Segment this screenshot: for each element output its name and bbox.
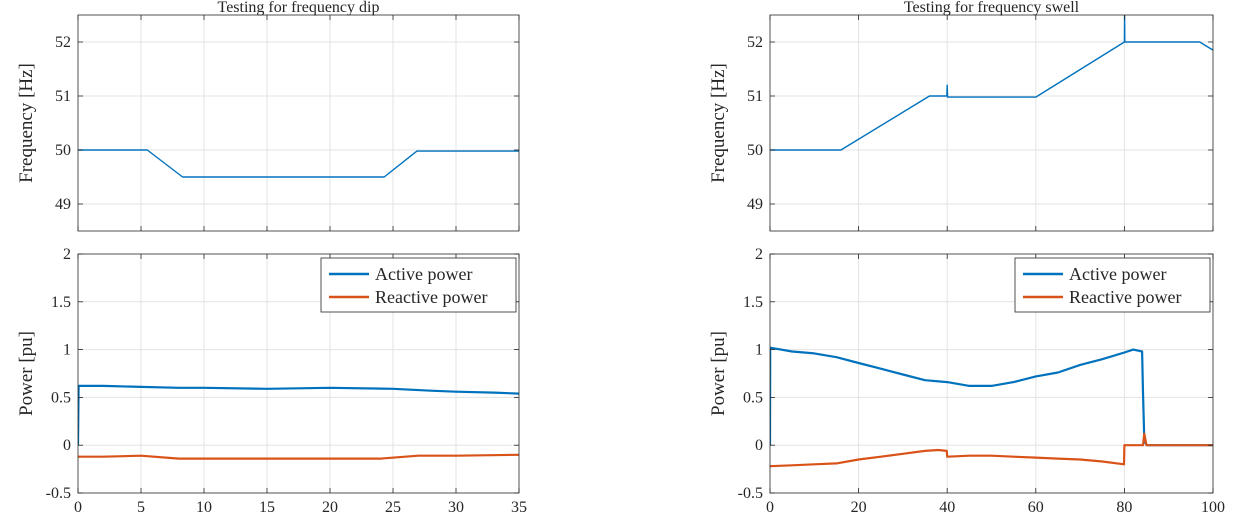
y-tick-label: 0: [63, 437, 71, 454]
series-line-reactive-power: [78, 453, 519, 460]
x-tick-label: 0: [766, 499, 774, 515]
legend: Active power Reactive power: [1014, 257, 1211, 313]
legend-label: Active power: [375, 264, 472, 284]
y-tick-label: 1: [63, 342, 71, 359]
legend-box: [1014, 257, 1211, 313]
y-tick-label: 0.5: [743, 389, 763, 406]
x-tick-label: 10: [196, 499, 212, 515]
y-tick-label: 52: [55, 34, 71, 51]
y-tick-label: 0.5: [51, 389, 71, 406]
series-line-frequency: [78, 149, 519, 178]
x-tick-label: 35: [511, 499, 527, 515]
y-axis-label: Frequency [Hz]: [16, 63, 37, 183]
x-tick-label: 25: [385, 499, 401, 515]
y-tick-label: -0.5: [46, 485, 71, 502]
legend-box: [320, 257, 517, 313]
x-tick-label: 40: [939, 499, 955, 515]
x-tick-label: 30: [448, 499, 464, 515]
y-tick-label: 50: [747, 142, 763, 159]
x-tick-label: 20: [851, 499, 867, 515]
legend: Active power Reactive power: [320, 257, 517, 313]
y-tick-label: 2: [63, 246, 71, 263]
y-axis-label: Power [pu]: [16, 331, 37, 416]
x-tick-label: 20: [322, 499, 338, 515]
y-tick-label: 2: [755, 246, 763, 263]
y-tick-label: 49: [747, 196, 763, 213]
axes-box: [769, 14, 1214, 232]
chart-title: Testing for frequency dip: [218, 0, 380, 16]
x-tick-label: 80: [1116, 499, 1132, 515]
y-tick-label: 49: [55, 196, 71, 213]
x-tick-label: 0: [74, 499, 82, 515]
series-line-active-power: [78, 384, 519, 446]
chart-title: Testing for frequency swell: [904, 0, 1080, 16]
axes-box: [77, 14, 520, 232]
x-tick-label: 5: [137, 499, 145, 515]
chart-panel-1: 49 50 51 52 Testing for frequency dip Frequen…: [16, 0, 520, 232]
y-tick-label: 1.5: [51, 294, 71, 311]
axes-box: [77, 253, 520, 494]
plot-area: [78, 15, 519, 231]
axes-box: [769, 253, 1214, 494]
x-tick-label: 100: [1201, 499, 1225, 515]
y-axis-label: Power [pu]: [708, 331, 729, 416]
series-line-active-power: [770, 346, 1213, 447]
y-tick-label: 51: [55, 88, 71, 105]
y-tick-label: -0.5: [738, 485, 763, 502]
legend-label: Reactive power: [1069, 287, 1181, 307]
y-axis-label: Frequency [Hz]: [708, 63, 729, 183]
y-tick-label: 50: [55, 142, 71, 159]
legend-label: Reactive power: [375, 287, 487, 307]
y-tick-label: 0: [755, 437, 763, 454]
x-tick-label: 15: [259, 499, 275, 515]
y-tick-label: 1: [755, 342, 763, 359]
legend-label: Active power: [1069, 264, 1166, 284]
chart-panel-2: 49 50 51 52 Testing for frequency swell Frequ…: [708, 0, 1214, 232]
y-tick-label: 1.5: [743, 294, 763, 311]
x-tick-label: 60: [1028, 499, 1044, 515]
series-line-reactive-power: [770, 432, 1213, 468]
series-line-frequency: [770, 15, 1213, 151]
plot-area: [770, 15, 1213, 231]
y-tick-label: 52: [747, 34, 763, 51]
y-tick-label: 51: [747, 88, 763, 105]
